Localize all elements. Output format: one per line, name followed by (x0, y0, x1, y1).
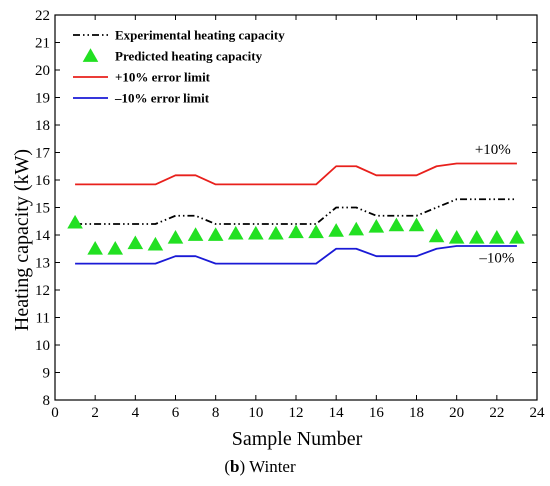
x-tick-label: 0 (51, 405, 59, 421)
x-tick-label: 24 (530, 405, 546, 421)
predicted-marker (207, 227, 224, 241)
x-tick-label: 4 (132, 405, 140, 421)
annotation-label: +10% (475, 142, 511, 158)
axes: 0 2 4 6 8 10 12 14 16 18 20 22 248910111213141516171… (35, 8, 545, 421)
predicted-marker (288, 224, 304, 239)
x-tick-label: 14 (329, 405, 345, 421)
predicted-marker (468, 229, 485, 244)
x-axis-label: Sample Number (232, 428, 363, 450)
predicted-marker (107, 240, 124, 255)
annotations: +10% –10% (475, 142, 515, 267)
predicted-marker (147, 236, 164, 251)
predicted-marker (187, 227, 204, 241)
predicted-marker (127, 235, 144, 250)
x-tick-label: 22 (489, 405, 504, 421)
y-tick-label: 20 (35, 63, 50, 79)
y-tick-label: 8 (43, 393, 51, 409)
x-tick-label: 18 (409, 405, 424, 421)
y-tick-label: 9 (43, 366, 51, 382)
predicted-marker (87, 240, 103, 255)
legend-label-predicted-heating-capacity: Predicted heating capacity (115, 49, 263, 64)
series-layer (67, 162, 525, 265)
predicted-marker (509, 229, 525, 244)
predicted-marker (227, 225, 244, 240)
predicted-marker (67, 214, 83, 229)
predicted-marker (388, 217, 405, 232)
legend-marker-predicted-heating-capacity (82, 48, 99, 62)
y-axis-label: Heating capacity (kW) (11, 149, 33, 331)
predicted-marker (167, 229, 184, 244)
predicted-marker (268, 225, 284, 240)
x-tick-label: 6 (172, 405, 180, 421)
y-tick-label: 22 (35, 8, 50, 24)
y-tick-label: 17 (35, 146, 51, 162)
predicted-marker (408, 217, 425, 232)
x-tick-label: 16 (369, 405, 385, 421)
series-line-experimental-heating-capacity (75, 198, 517, 225)
predicted-marker (368, 218, 385, 233)
x-tick-label: 10 (248, 405, 263, 421)
y-tick-label: 13 (35, 256, 50, 272)
y-tick-label: 21 (35, 36, 50, 52)
x-tick-label: 8 (212, 405, 220, 421)
caption-prefix: ( (224, 457, 230, 476)
predicted-marker (248, 225, 264, 240)
y-tick-label: 10 (35, 338, 50, 354)
y-tick-label: 19 (35, 91, 50, 107)
legend-label-10-error-limit: –10% error limit (114, 91, 210, 106)
legend: Experimental heating capacity Predicted h… (73, 28, 285, 106)
annotation-label: –10% (478, 251, 514, 267)
y-tick-label: 14 (35, 228, 51, 244)
series-line-10-error-limit (75, 245, 517, 265)
predicted-marker (489, 229, 505, 244)
x-tick-label: 12 (289, 405, 304, 421)
legend-label-experimental-heating-capacity: Experimental heating capacity (115, 28, 285, 43)
caption-season: ) Winter (240, 457, 296, 476)
predicted-marker (348, 221, 365, 236)
series-line-10-error-limit (75, 162, 517, 186)
y-tick-label: 16 (35, 173, 51, 189)
x-tick-label: 20 (449, 405, 464, 421)
y-tick-label: 12 (35, 283, 50, 299)
y-tick-label: 11 (36, 311, 50, 327)
predicted-marker (308, 224, 324, 239)
caption-letter: b (230, 457, 239, 476)
predicted-marker (448, 229, 465, 244)
figure-caption: (b) Winter (224, 457, 296, 476)
predicted-marker (428, 228, 445, 243)
x-tick-label: 2 (91, 405, 99, 421)
y-tick-label: 15 (35, 201, 50, 217)
predicted-marker (328, 223, 344, 237)
legend-label-10-error-limit: +10% error limit (115, 70, 211, 85)
y-tick-label: 18 (35, 118, 50, 134)
